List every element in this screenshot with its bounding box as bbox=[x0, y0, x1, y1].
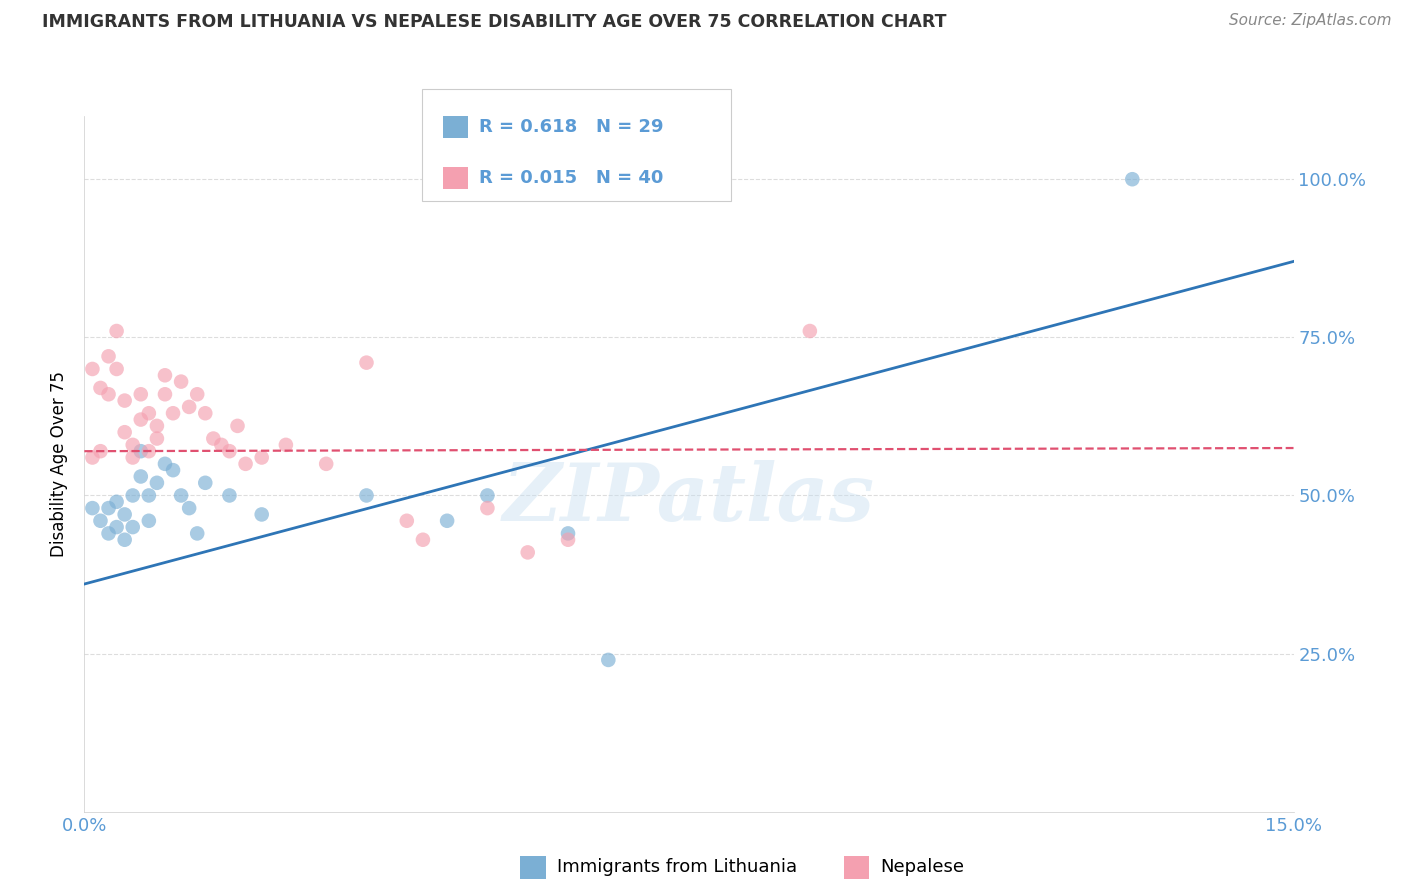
Point bbox=[274, 438, 297, 452]
Point bbox=[97, 349, 120, 363]
Point bbox=[557, 533, 579, 547]
Point bbox=[186, 387, 208, 401]
Point bbox=[105, 495, 128, 509]
Point bbox=[146, 418, 169, 433]
Point bbox=[162, 406, 184, 420]
Point bbox=[412, 533, 434, 547]
Point bbox=[356, 356, 378, 370]
Point bbox=[477, 488, 499, 502]
Point bbox=[114, 508, 136, 522]
Point bbox=[170, 375, 193, 389]
Point bbox=[97, 387, 120, 401]
Point bbox=[436, 514, 458, 528]
Point bbox=[356, 488, 378, 502]
Point bbox=[129, 444, 152, 458]
Point bbox=[179, 400, 201, 414]
Point bbox=[186, 526, 208, 541]
Point bbox=[226, 418, 249, 433]
Point bbox=[121, 488, 143, 502]
Y-axis label: Disability Age Over 75: Disability Age Over 75 bbox=[51, 371, 69, 557]
Text: R = 0.015   N = 40: R = 0.015 N = 40 bbox=[479, 169, 664, 186]
Point bbox=[97, 501, 120, 516]
Text: Immigrants from Lithuania: Immigrants from Lithuania bbox=[557, 858, 797, 876]
Point bbox=[146, 432, 169, 446]
Point bbox=[138, 514, 160, 528]
Point bbox=[250, 508, 273, 522]
Point bbox=[179, 501, 201, 516]
Point bbox=[114, 425, 136, 440]
Point bbox=[218, 488, 240, 502]
Point bbox=[105, 362, 128, 376]
Point bbox=[82, 501, 104, 516]
Point bbox=[153, 387, 176, 401]
Point bbox=[477, 501, 499, 516]
Point bbox=[162, 463, 184, 477]
Point bbox=[121, 520, 143, 534]
Text: IMMIGRANTS FROM LITHUANIA VS NEPALESE DISABILITY AGE OVER 75 CORRELATION CHART: IMMIGRANTS FROM LITHUANIA VS NEPALESE DI… bbox=[42, 13, 946, 31]
Point bbox=[170, 488, 193, 502]
Point bbox=[105, 520, 128, 534]
Point bbox=[146, 475, 169, 490]
Point bbox=[89, 381, 111, 395]
Point bbox=[194, 475, 217, 490]
Point bbox=[121, 450, 143, 465]
Point bbox=[395, 514, 418, 528]
Point bbox=[129, 469, 152, 483]
Point bbox=[114, 393, 136, 408]
Point bbox=[250, 450, 273, 465]
Point bbox=[1121, 172, 1143, 186]
Point bbox=[218, 444, 240, 458]
Point bbox=[138, 406, 160, 420]
Point bbox=[138, 488, 160, 502]
Point bbox=[153, 368, 176, 383]
Point bbox=[105, 324, 128, 338]
Point bbox=[89, 444, 111, 458]
Point bbox=[89, 514, 111, 528]
Point bbox=[598, 653, 620, 667]
Point bbox=[516, 545, 538, 559]
Text: ZIPatlas: ZIPatlas bbox=[503, 460, 875, 537]
Point bbox=[153, 457, 176, 471]
Point bbox=[129, 412, 152, 426]
Point bbox=[129, 387, 152, 401]
Point bbox=[97, 526, 120, 541]
Point bbox=[121, 438, 143, 452]
Point bbox=[114, 533, 136, 547]
Point bbox=[82, 362, 104, 376]
Point bbox=[82, 450, 104, 465]
Point bbox=[557, 526, 579, 541]
Text: Nepalese: Nepalese bbox=[880, 858, 965, 876]
Point bbox=[315, 457, 337, 471]
Text: R = 0.618   N = 29: R = 0.618 N = 29 bbox=[479, 118, 664, 136]
Text: Source: ZipAtlas.com: Source: ZipAtlas.com bbox=[1229, 13, 1392, 29]
Point bbox=[138, 444, 160, 458]
Point bbox=[209, 438, 232, 452]
Point bbox=[202, 432, 225, 446]
Point bbox=[799, 324, 821, 338]
Point bbox=[194, 406, 217, 420]
Point bbox=[235, 457, 257, 471]
